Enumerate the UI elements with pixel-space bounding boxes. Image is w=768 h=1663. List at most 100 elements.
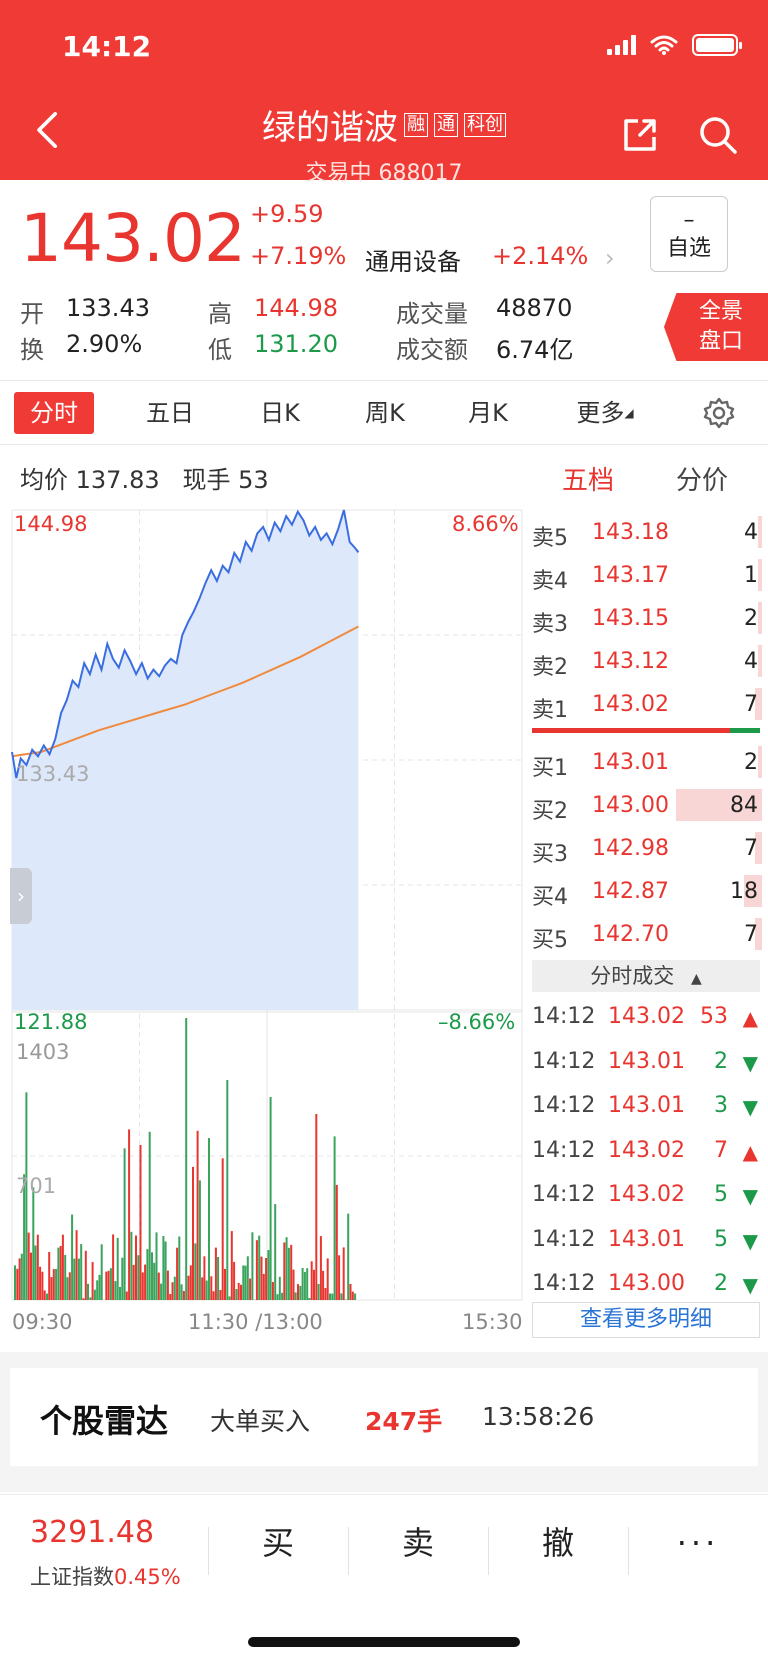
expand-handle[interactable]: › [10,868,32,924]
favorite-button[interactable]: – 自选 [650,196,728,272]
tab-intraday[interactable]: 分时 [14,392,94,434]
tick-volume: 5 [714,1226,728,1252]
panorama-line2: 盘口 [698,329,743,354]
sector-change[interactable]: +2.14% [492,242,589,270]
ask-row[interactable]: 卖3 143.15 2 [532,598,762,638]
tag-star: 科创 [464,112,506,137]
ask-row[interactable]: 卖4 143.17 1 [532,555,762,595]
tag-margin: 融 [404,112,428,137]
volume-bar [180,1284,183,1300]
volume-bar [36,1234,39,1300]
bid-row[interactable]: 买4 142.87 18 [532,871,762,911]
tick-volume: 53 [700,1004,728,1029]
volume-bar [171,1282,174,1300]
gear-icon[interactable] [702,396,736,430]
favorite-label: 自选 [666,236,711,261]
volume-bar [281,1292,284,1300]
chevron-right-icon[interactable]: › [605,244,615,272]
more-detail-link[interactable]: 查看更多明细 [532,1302,760,1338]
avg-value: 137.83 [75,466,160,494]
ask-row[interactable]: 卖2 143.12 4 [532,641,762,681]
volume-bar [349,1284,352,1300]
back-icon[interactable] [30,112,66,148]
stat-item: 高 144.98 [208,294,338,329]
current-price: 143.02 [20,200,246,277]
volume-bar [214,1247,217,1300]
stat-key: 成交额 [396,336,468,364]
volume-bar [303,1272,306,1300]
caret-up-icon: ▲ [690,971,702,987]
chart-mid-price: 133.43 [16,762,90,786]
tab-monthly-k[interactable]: 月K [468,399,508,427]
tick-time: 14:12 [532,1182,596,1207]
bid-row[interactable]: 买5 142.70 7 [532,914,762,954]
volume-bar [294,1292,297,1300]
stock-radar-card[interactable]: 个股雷达 大单买入 247手 13:58:26 [10,1368,758,1466]
search-icon[interactable] [698,115,738,155]
avg-price-line [11,625,359,758]
share-icon[interactable] [622,117,658,153]
index-name-row[interactable]: 上证指数0.45% [30,1561,181,1591]
volume-bar [39,1266,42,1300]
chart-bottom-pct: –8.66% [438,1010,516,1034]
volume-bar [105,1271,108,1300]
stat-item: 开 133.43 [20,294,150,329]
time-mid: 11:30 /13:00 [188,1310,323,1334]
arrow-down-icon: ▼ [742,1273,758,1297]
volume-bar [80,1244,83,1300]
volume-bar [82,1298,85,1300]
tab-weekly-k[interactable]: 周K [365,399,405,427]
price-line [11,509,360,779]
intraday-chart[interactable] [0,500,530,1320]
volume-bar [319,1236,322,1300]
index-name: 上证指数 [30,1565,114,1589]
battery-icon [692,34,742,56]
volume-bar [59,1246,62,1300]
tick-time: 14:12 [532,1048,596,1074]
panorama-button[interactable]: 全景 盘口 [664,293,768,361]
tab-more[interactable]: 更多◢ [560,392,650,434]
stat-key: 开 [20,300,44,328]
volume-bar [27,1232,30,1300]
bid-row[interactable]: 买3 142.98 7 [532,828,762,868]
buy-button[interactable]: 买 [261,1524,294,1562]
bid-row[interactable]: 买2 143.00 84 [532,785,762,825]
tab-five-day[interactable]: 五日 [146,399,194,427]
book-volume: 4 [744,520,758,545]
bid-row[interactable]: 买1 143.01 2 [532,742,762,782]
sector-name[interactable]: 通用设备 [365,248,461,276]
stat-item: 低 131.20 [208,330,338,365]
tick-time: 14:12 [532,1137,596,1163]
ask-row[interactable]: 卖5 143.18 4 [532,512,762,552]
radar-title: 个股雷达 [40,1402,169,1440]
tick-time: 14:12 [532,1271,596,1296]
tab-price-distribution[interactable]: 分价 [676,466,729,496]
volume-bar [50,1277,53,1300]
more-menu-button[interactable]: ··· [676,1524,720,1562]
book-label: 买5 [532,928,568,953]
volume-bar [224,1268,226,1300]
tick-price: 143.00 [608,1271,685,1296]
cancel-order-button[interactable]: 撤 [541,1524,574,1562]
volume-bar [351,1291,354,1300]
time-end: 15:30 [462,1310,523,1334]
hand-label: 现手 [182,466,231,494]
volume-bar [242,1265,245,1300]
ask-row[interactable]: 卖1 143.02 7 [532,684,762,724]
stat-value: 6.74亿 [496,336,574,364]
volume-bar [166,1270,169,1300]
tab-daily-k[interactable]: 日K [260,399,300,427]
volume-bar [251,1232,254,1300]
volume-bar [198,1180,201,1300]
volume-bar [169,1294,172,1300]
index-value[interactable]: 3291.48 [30,1515,155,1550]
tick-row: 14:12 143.02 5 ▼ [532,1174,762,1214]
sell-button[interactable]: 卖 [401,1524,434,1562]
book-label: 买1 [532,756,568,781]
volume-bar [98,1274,101,1300]
volume-bar [157,1272,160,1300]
ticks-header[interactable]: 分时成交 ▲ [532,960,760,992]
volume-bar [144,1264,147,1300]
tab-five-levels[interactable]: 五档 [562,466,615,496]
volume-bar [176,1247,179,1300]
